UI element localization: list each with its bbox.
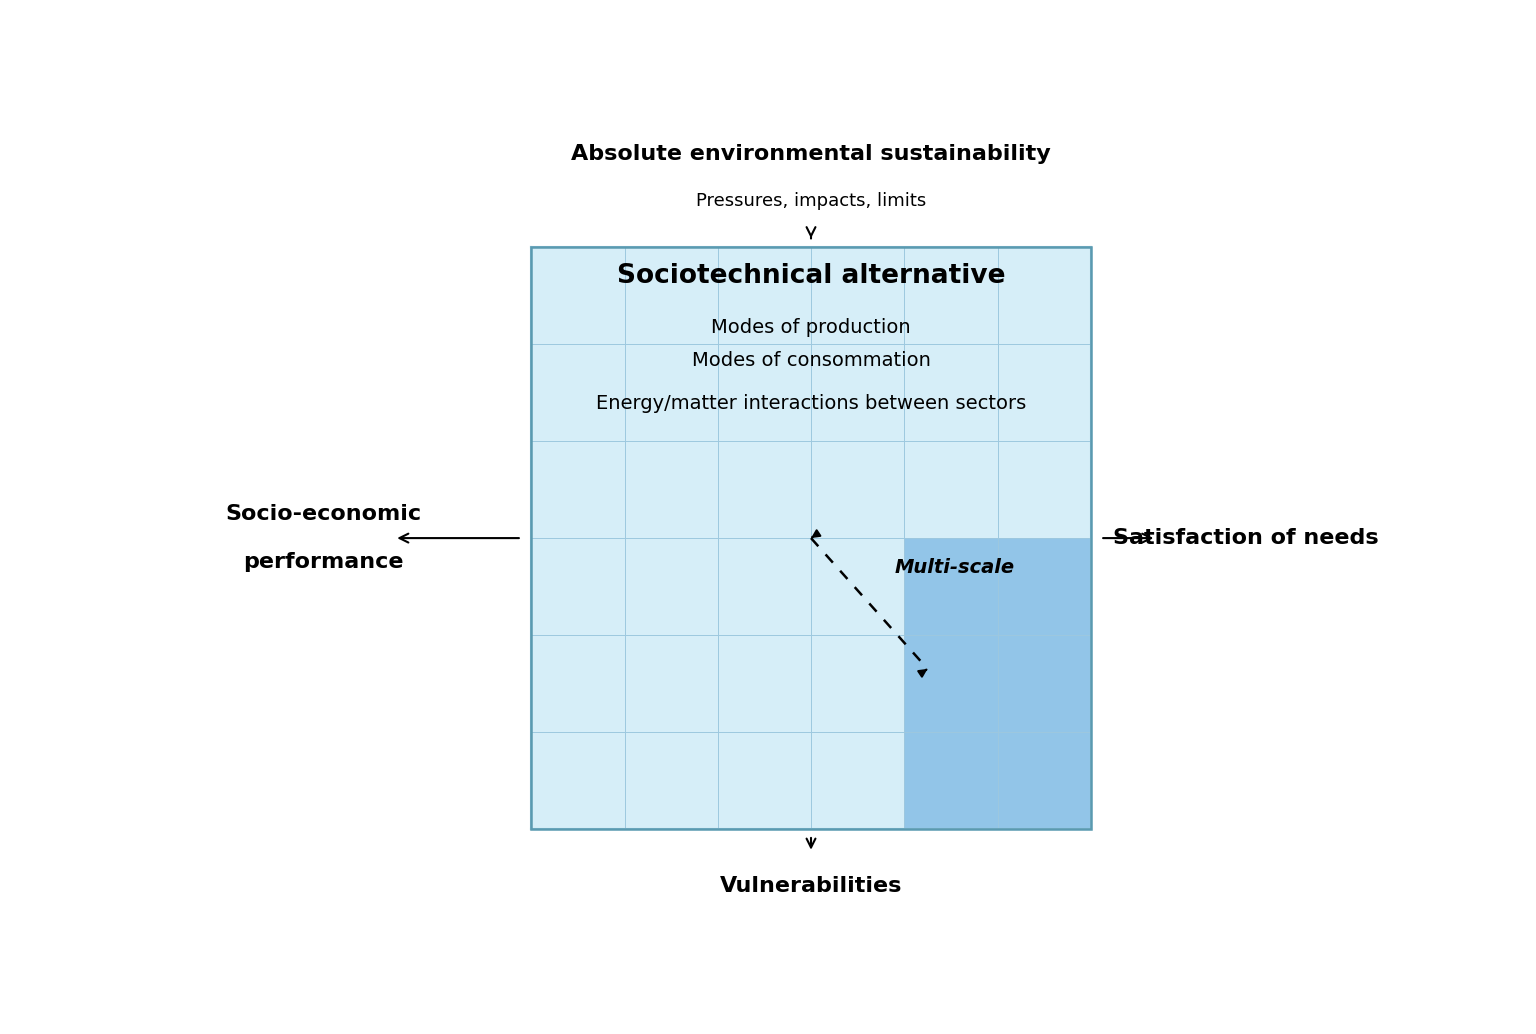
Text: Modes of consommation: Modes of consommation — [691, 351, 931, 370]
Text: Pressures, impacts, limits: Pressures, impacts, limits — [696, 191, 926, 210]
Text: Multi-scale: Multi-scale — [895, 557, 1015, 577]
Bar — [905, 538, 1091, 828]
Text: Energy/matter interactions between sectors: Energy/matter interactions between secto… — [596, 394, 1026, 413]
Text: Sociotechnical alternative: Sociotechnical alternative — [617, 264, 1005, 290]
Text: Socio-economic: Socio-economic — [224, 505, 421, 524]
Text: performance: performance — [243, 552, 402, 572]
Text: Absolute environmental sustainability: Absolute environmental sustainability — [571, 144, 1051, 164]
Text: Modes of production: Modes of production — [711, 317, 911, 336]
Bar — [531, 247, 1091, 828]
Text: Satisfaction of needs: Satisfaction of needs — [1112, 528, 1378, 548]
Bar — [531, 247, 1091, 828]
Text: Vulnerabilities: Vulnerabilities — [720, 877, 902, 896]
